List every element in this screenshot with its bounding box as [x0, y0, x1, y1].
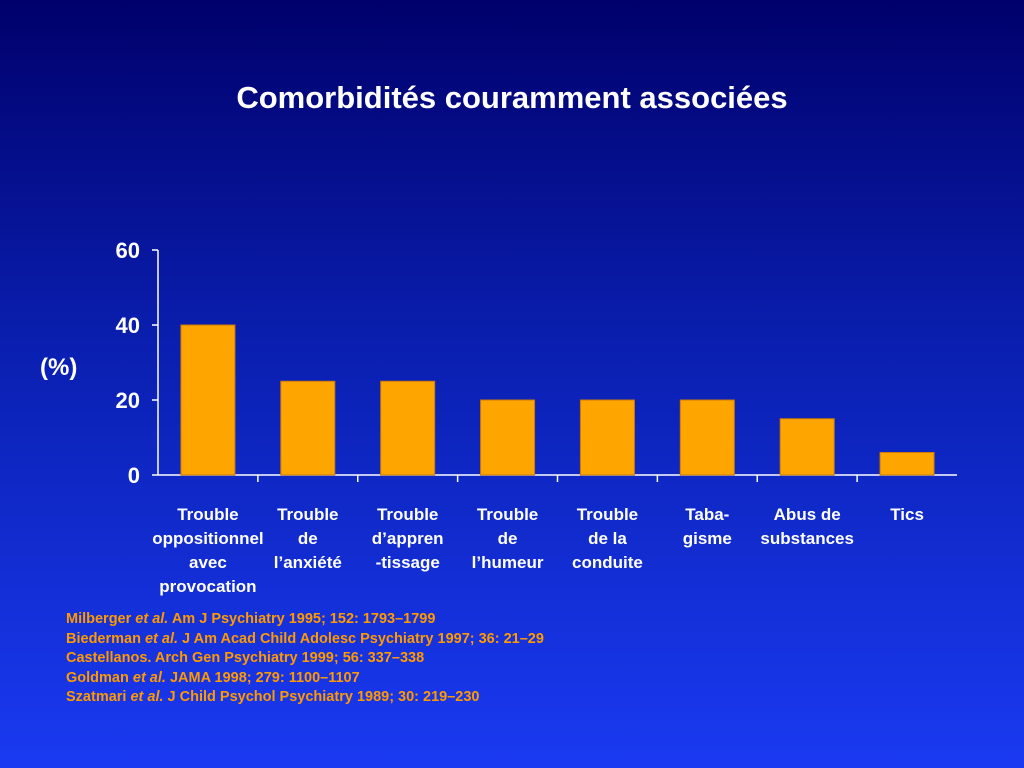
bar — [879, 452, 935, 476]
bar — [380, 380, 436, 476]
reference-line: Szatmari et al. J Child Psychol Psychiat… — [66, 689, 480, 705]
slide-title: Comorbidités couramment associées — [236, 80, 788, 115]
x-tick-label: Trouble de l’humeur — [472, 505, 544, 572]
reference-line: Biederman et al. J Am Acad Child Adolesc… — [66, 630, 544, 647]
y-tick-label: 60 — [116, 238, 140, 263]
references: Milberger et al. Am J Psychiatry 1995; 1… — [66, 610, 544, 708]
bar — [779, 418, 835, 476]
reference-line: Milberger et al. Am J Psychiatry 1995; 1… — [66, 611, 436, 627]
reference-line: Goldman et al. JAMA 1998; 279: 1100–1107 — [66, 669, 360, 686]
bar — [679, 399, 735, 476]
bar — [180, 324, 236, 476]
y-tick-label: 0 — [128, 463, 140, 488]
y-tick-label: 20 — [116, 388, 140, 413]
x-tick-label: Trouble de l’anxiété — [274, 505, 342, 572]
x-tick-label: Tics — [890, 505, 924, 524]
bar — [480, 399, 536, 476]
y-tick-label: 40 — [116, 313, 140, 338]
bar — [280, 380, 336, 476]
x-tick-label: Trouble oppositionnel avec provocation — [152, 505, 263, 596]
reference-line: Castellanos. Arch Gen Psychiatry 1999; 5… — [66, 650, 425, 666]
x-tick-label: Trouble d’appren -tissage — [372, 505, 444, 572]
x-tick-label: Trouble de la conduite — [572, 505, 643, 572]
bar — [579, 399, 635, 476]
y-axis-label: (%) — [40, 354, 78, 381]
x-tick-label: Abus de substances — [760, 505, 854, 548]
x-tick-label: Taba-gisme — [683, 505, 732, 548]
bar-chart: 0 20 40 60 Trouble oppositionnel avec provocati… — [116, 238, 935, 596]
